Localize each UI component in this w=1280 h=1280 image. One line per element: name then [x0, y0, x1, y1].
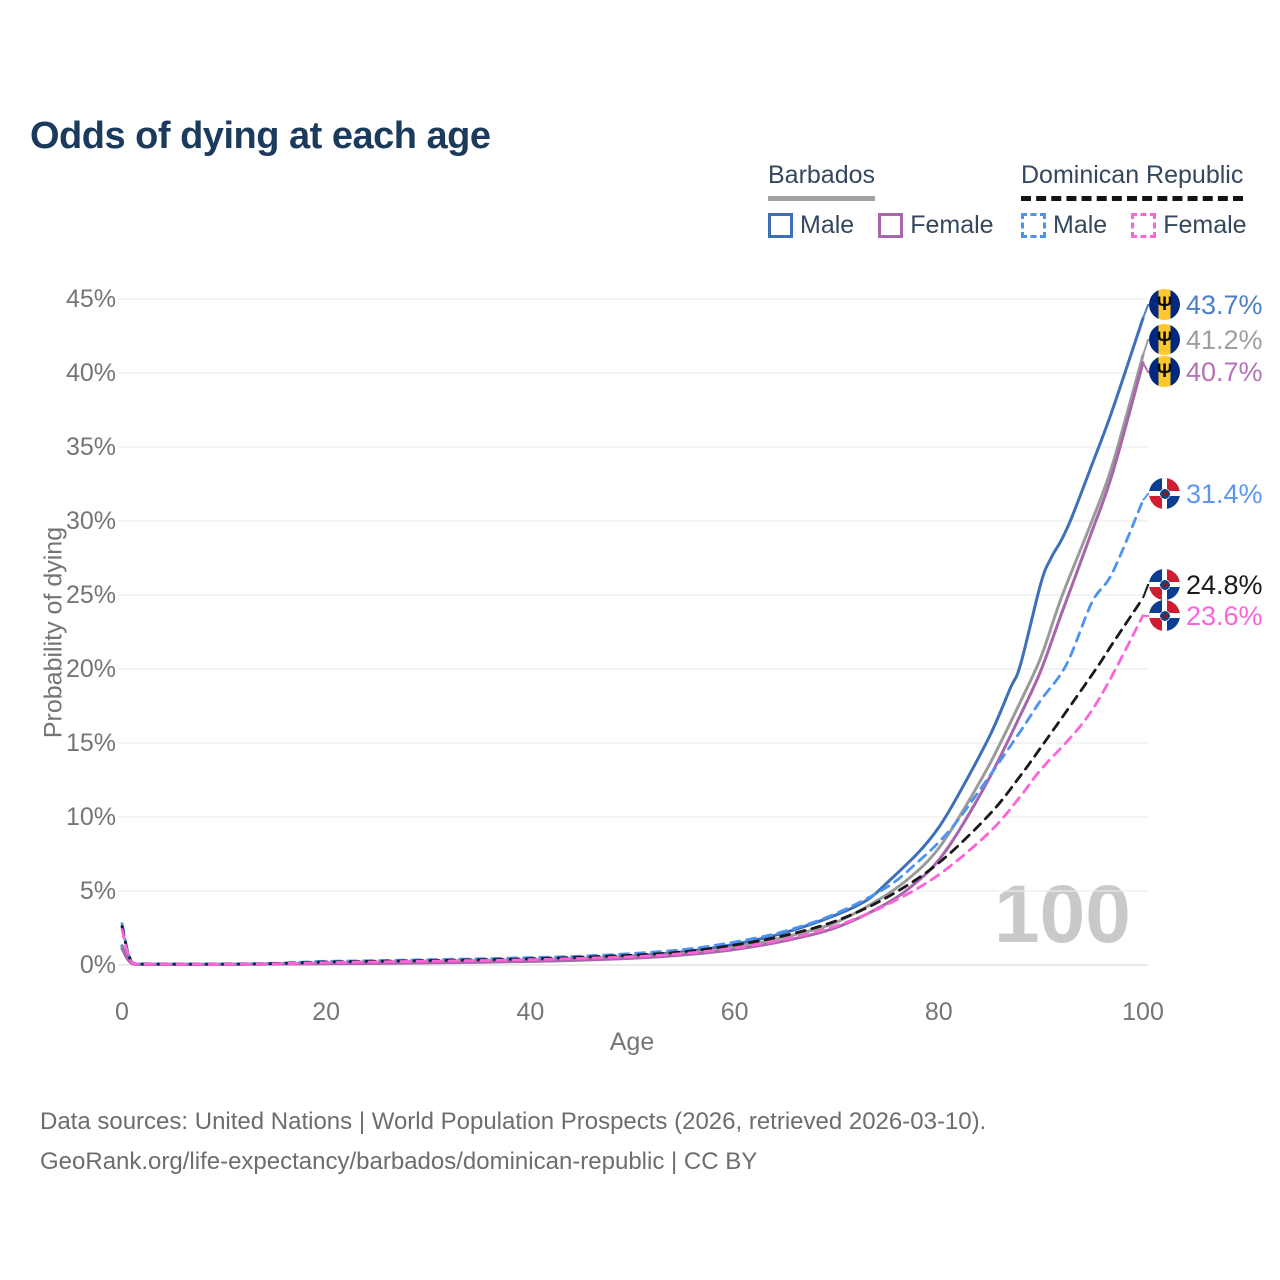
- y-axis-title: Probability of dying: [39, 526, 68, 739]
- end-label-dominican-republic-total: 24.8%: [1186, 570, 1263, 600]
- series-line-dominican-republic-male: [120, 498, 1145, 966]
- series-line-dominican-republic-total: [120, 596, 1145, 966]
- end-label-dominican-republic-male: 31.4%: [1186, 479, 1263, 509]
- legend-group-dominican-republic: Dominican Republic Male Female: [1021, 161, 1247, 240]
- series-line-barbados-total: [120, 353, 1145, 966]
- trident-icon: Ψ: [1156, 294, 1173, 315]
- legend-swatch-dr-male: [1021, 213, 1046, 238]
- x-axis-title: Age: [609, 1028, 655, 1056]
- legend-swatch-dr-female: [1131, 213, 1157, 238]
- y-tick-0%: 0%: [79, 951, 116, 979]
- legend-row-barbados: Male Female: [768, 211, 994, 240]
- y-tick-35%: 35%: [65, 433, 116, 461]
- page-title: Odds of dying at each age: [30, 115, 491, 158]
- x-tick-80: 80: [924, 998, 953, 1026]
- series-line-dominican-republic-female: [120, 614, 1145, 966]
- legend-title-barbados: Barbados: [768, 161, 876, 201]
- dr-flag-emblem: [1159, 488, 1170, 499]
- legend-group-barbados: Barbados Male Female: [768, 161, 994, 240]
- trident-icon: Ψ: [1156, 329, 1173, 350]
- dr-flag-emblem: [1159, 610, 1170, 621]
- y-tick-15%: 15%: [65, 729, 116, 757]
- series-line-barbados-female: [120, 361, 1145, 966]
- y-tick-10%: 10%: [65, 803, 116, 831]
- barbados-flag-icon: Ψ: [1149, 289, 1180, 320]
- legend-label-dr-male: Male: [1053, 211, 1108, 239]
- y-tick-40%: 40%: [65, 359, 116, 387]
- end-label-barbados-total: 41.2%: [1186, 325, 1263, 355]
- y-tick-25%: 25%: [65, 581, 116, 609]
- legend-title-dominican-republic: Dominican Republic: [1021, 161, 1244, 201]
- legend-swatch-barbados-female: [878, 213, 904, 238]
- watermark-age-100: 100: [994, 869, 1131, 960]
- x-tick-60: 60: [720, 998, 749, 1026]
- y-tick-45%: 45%: [65, 285, 116, 313]
- series-line-barbados-male: [120, 316, 1145, 966]
- end-label-barbados-female: 40.7%: [1186, 357, 1263, 387]
- legend-row-dominican-republic: Male Female: [1021, 211, 1247, 240]
- x-tick-0: 0: [115, 998, 129, 1026]
- trident-icon: Ψ: [1156, 361, 1173, 382]
- dominican-republic-flag-icon: [1149, 600, 1180, 631]
- legend-label-barbados-female: Female: [910, 211, 994, 239]
- barbados-flag-icon: Ψ: [1149, 324, 1180, 355]
- legend-label-dr-female: Female: [1163, 211, 1247, 239]
- dr-flag-emblem: [1159, 579, 1170, 590]
- legend-swatch-barbados-male: [768, 213, 793, 238]
- y-tick-30%: 30%: [65, 507, 116, 535]
- x-tick-40: 40: [516, 998, 545, 1026]
- dominican-republic-flag-icon: [1149, 569, 1180, 600]
- barbados-flag-icon: Ψ: [1149, 356, 1180, 387]
- footer-data-sources: Data sources: United Nations | World Pop…: [40, 1108, 987, 1135]
- y-tick-5%: 5%: [79, 877, 116, 905]
- end-label-barbados-male: 43.7%: [1186, 290, 1263, 320]
- y-tick-20%: 20%: [65, 655, 116, 683]
- x-tick-100: 100: [1122, 998, 1164, 1026]
- dominican-republic-flag-icon: [1149, 478, 1180, 509]
- legend-label-barbados-male: Male: [800, 211, 855, 239]
- end-label-dominican-republic-female: 23.6%: [1186, 601, 1263, 631]
- x-tick-20: 20: [312, 998, 341, 1026]
- footer-attribution-url: GeoRank.org/life-expectancy/barbados/dom…: [40, 1148, 758, 1175]
